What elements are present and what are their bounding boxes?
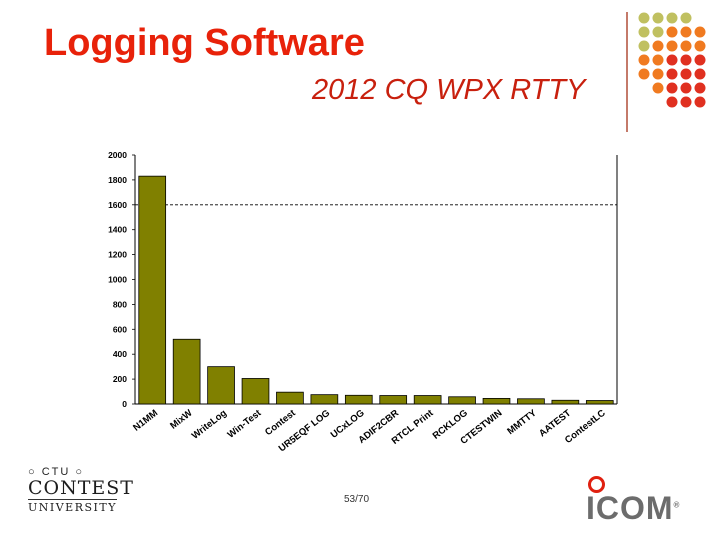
decor-dot [680, 26, 692, 38]
bar [276, 391, 304, 405]
decor-dot [666, 54, 678, 66]
bar [207, 366, 235, 405]
icom-registered-mark: ® [673, 500, 681, 510]
y-tick-label: 800 [113, 299, 127, 309]
decor-dot [694, 40, 706, 52]
decor-dot [652, 26, 664, 38]
decor-dot [680, 96, 692, 108]
bar [310, 394, 339, 405]
decor-dot [638, 68, 650, 80]
contest-university-logo: ○ CTU ○ CONTEST UNIVERSITY [28, 466, 158, 522]
decor-dot [666, 26, 678, 38]
decor-dot [680, 12, 692, 24]
y-tick-label: 1200 [108, 250, 127, 260]
decor-dot [694, 54, 706, 66]
y-tick-label: 600 [113, 324, 127, 334]
decor-dot [680, 40, 692, 52]
x-tick-label: MMTTY [505, 407, 539, 437]
cu-logo-university: UNIVERSITY [28, 499, 117, 514]
decor-dot [694, 68, 706, 80]
bar [482, 397, 511, 405]
icom-wordmark: ICOM® [586, 490, 680, 527]
bar [241, 378, 270, 405]
decor-dot [652, 68, 664, 80]
decor-dot [652, 82, 664, 94]
bar [138, 175, 167, 405]
bar-chart: 0 200 400 600 800 1000 1200 1400 1600 1800 2000 N1M… [108, 150, 618, 454]
decor-dot [638, 26, 650, 38]
decor-dot [666, 12, 678, 24]
slide-subtitle: 2012 CQ WPX RTTY [312, 74, 586, 106]
bar [517, 398, 545, 405]
decor-dot [680, 82, 692, 94]
decor-dot [694, 96, 706, 108]
cu-logo-top: ○ CTU ○ [28, 466, 85, 478]
decor-vertical-line [626, 12, 628, 132]
y-tick-label: 2000 [108, 150, 127, 160]
bar [413, 395, 442, 405]
decor-dot [666, 96, 678, 108]
decor-dot [694, 82, 706, 94]
x-tick-label: MixW [168, 408, 194, 432]
bar [448, 396, 476, 405]
bar [172, 338, 201, 405]
decor-dot [638, 54, 650, 66]
y-tick-label: 1600 [108, 200, 127, 210]
x-tick-label: N1MM [131, 408, 160, 434]
decor-dot [652, 54, 664, 66]
decor-dot [666, 68, 678, 80]
y-tick-label: 200 [113, 374, 127, 384]
icom-text: ICOM [586, 490, 674, 526]
x-tick-label: Win-Test [226, 407, 264, 440]
decor-dot-grid [638, 12, 706, 108]
bar [379, 395, 408, 405]
decor-dot [652, 40, 664, 52]
icom-ring-icon [588, 476, 605, 493]
icom-logo: ICOM® [586, 476, 679, 526]
decor-dot [638, 12, 650, 24]
x-tick-label: WriteLog [190, 408, 229, 442]
decor-dot [666, 40, 678, 52]
cu-logo-contest: CONTEST [28, 477, 134, 499]
y-tick-label: 1400 [108, 225, 127, 235]
page-number: 53/70 [344, 494, 370, 505]
y-tick-label: 0 [122, 399, 127, 409]
decor-dot [680, 68, 692, 80]
decor-dot [694, 26, 706, 38]
y-tick-label: 400 [113, 349, 127, 359]
y-tick-label: 1000 [108, 275, 127, 285]
y-tick-label: 1800 [108, 175, 127, 185]
slide-title: Logging Software [44, 22, 365, 64]
decor-dot [652, 12, 664, 24]
decor-dot [638, 40, 650, 52]
bar [551, 399, 580, 405]
bar [344, 394, 373, 405]
bar [585, 400, 614, 405]
decor-dot [680, 54, 692, 66]
decor-dot [666, 82, 678, 94]
